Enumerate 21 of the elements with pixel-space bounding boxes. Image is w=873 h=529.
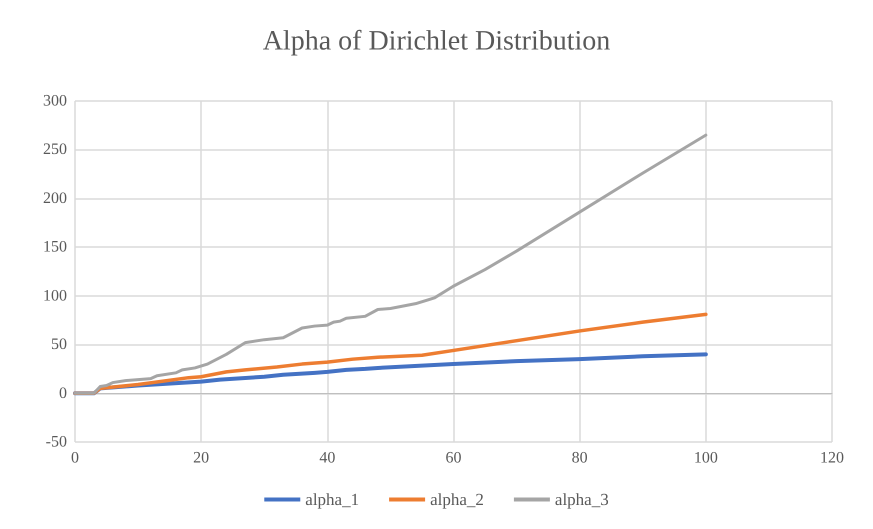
x-tick-label: 80	[572, 450, 588, 466]
y-tick-label: 150	[43, 238, 67, 256]
chart-title: Alpha of Dirichlet Distribution	[262, 26, 610, 56]
x-tick-label: 60	[446, 450, 462, 466]
x-tick-label: 20	[193, 450, 210, 466]
y-tick-label: 50	[51, 336, 67, 354]
y-tick-label: -50	[46, 434, 67, 450]
y-tick-label: 250	[43, 141, 67, 158]
y-tick-label: 200	[43, 190, 67, 207]
x-tick-label: 120	[820, 450, 844, 466]
legend-label: alpha_2	[430, 490, 484, 509]
x-tick-label: 100	[694, 450, 718, 466]
x-tick-label: 0	[71, 450, 79, 466]
x-tick-label: 40	[319, 450, 336, 466]
legend-label: alpha_1	[305, 490, 360, 509]
y-tick-label: 100	[43, 287, 67, 304]
line-series	[73, 312, 708, 396]
y-tick-label: 0	[59, 384, 67, 402]
legend-label: alpha_3	[554, 490, 609, 509]
line-series	[74, 134, 708, 395]
y-tick-label: 300	[43, 92, 67, 110]
